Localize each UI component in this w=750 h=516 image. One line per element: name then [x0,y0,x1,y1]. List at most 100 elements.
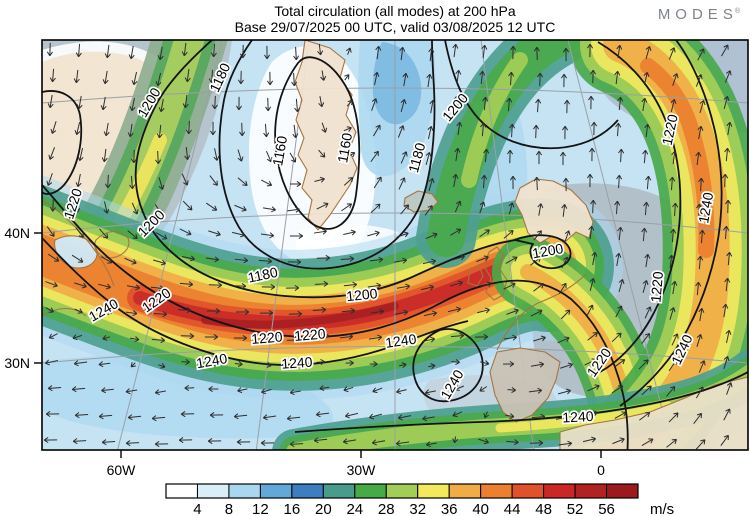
wind-arrow [72,438,87,445]
wind-arrow [74,308,83,314]
wind-arrow [74,412,89,419]
wind-arrow [263,361,272,368]
wind-arrow [454,385,465,392]
colorbar-segment [228,483,261,499]
wind-arrow [264,45,271,60]
wind-arrow [427,125,434,140]
wind-arrow [699,229,706,244]
wind-arrow [668,47,676,60]
wind-arrow [456,121,463,136]
wind-arrow [208,282,223,289]
wind-arrow [559,151,567,166]
wind-arrow [422,415,435,422]
wind-arrow [695,439,706,450]
wind-arrow [125,440,140,447]
wind-arrow [399,46,406,61]
wind-arrow [643,71,650,86]
wind-arrow [48,147,56,160]
wind-arrow [722,303,729,318]
wind-arrow [373,176,382,189]
lon-tick-label: 0 [597,462,605,478]
wind-arrow [211,95,218,110]
wind-arrow [724,147,731,162]
wind-arrow [428,47,435,62]
contour-line-1240 [42,237,469,366]
wind-arrow [666,386,676,397]
wind-arrow [695,386,704,399]
wind-arrow [129,97,136,112]
wind-arrow [341,307,356,314]
wind-arrow [558,282,567,295]
wind-arrow [44,359,59,366]
wind-arrow [670,98,677,113]
wind-arrow [668,412,679,423]
wind-arrow [533,283,545,292]
wind-arrow [394,309,409,316]
colorbar: 4 8 12 16 20 24 28 32 36 40 44 48 52 56 m/s [165,483,674,516]
wind-arrow [695,151,702,166]
wind-arrow [397,125,405,138]
wind-arrow [235,308,250,316]
wind-arrow [533,124,540,139]
coastline-gulf-st-lawrence [54,235,98,269]
wind-arrow [205,256,220,263]
wind-arrow [669,176,676,191]
wind-arrow [483,411,490,419]
wind-arrow [45,411,60,418]
wind-arrow [182,94,189,109]
wind-arrow [614,359,626,368]
wind-arrow [618,279,625,292]
wind-arrow [233,334,248,342]
wind-arrow [720,434,729,447]
wind-arrow [616,174,623,189]
wind-arrow [452,436,459,444]
wind-arrow [267,71,274,86]
wind-arrow [371,439,386,446]
wind-arrow [582,436,597,443]
wind-arrow [424,205,433,216]
wind-arrow [423,310,438,317]
wind-arrow [505,256,518,264]
wind-arrow [722,173,729,188]
wind-arrow [503,334,518,341]
wind-arrow [73,360,88,367]
wind-arrow [49,68,56,83]
axes: 40N 30N 60W 30W 0 [4,225,605,478]
wind-arrow [209,175,218,186]
coastline-scandinavia [514,178,594,244]
wind-arrow [75,227,84,238]
wind-arrow [429,99,436,114]
wind-arrow [184,385,195,392]
wind-arrow [47,253,60,262]
wind-arrow [158,362,166,369]
wind-arrow [292,124,299,139]
contour-line-1200 [444,40,619,150]
wind-arrow [154,441,169,448]
wind-arrow [262,414,277,421]
wind-arrow [261,284,276,291]
wind-arrow [46,173,53,186]
wind-arrow [533,176,540,191]
wind-arrow [260,440,275,447]
wind-arrow [614,200,621,215]
jet-band-bottom-band-yellow [495,401,673,433]
wind-arrow [509,123,516,138]
wind-arrow [585,410,598,417]
wind-arrow [155,72,162,87]
wind-arrow [428,178,435,191]
wind-arrow [397,335,412,342]
graticule-line [42,346,748,364]
wind-arrow [234,360,243,367]
wind-arrow [102,335,111,341]
wind-arrow [103,122,110,137]
wind-arrow [638,359,649,370]
wind-arrow [178,437,193,444]
wind-arrow [294,98,301,113]
colorbar-tick-label: 12 [252,501,269,516]
wind-arrow [644,123,651,138]
wind-arrow [393,257,408,264]
wind-arrow [344,412,359,419]
wind-arrow [611,332,622,343]
wind-arrow [206,307,221,315]
